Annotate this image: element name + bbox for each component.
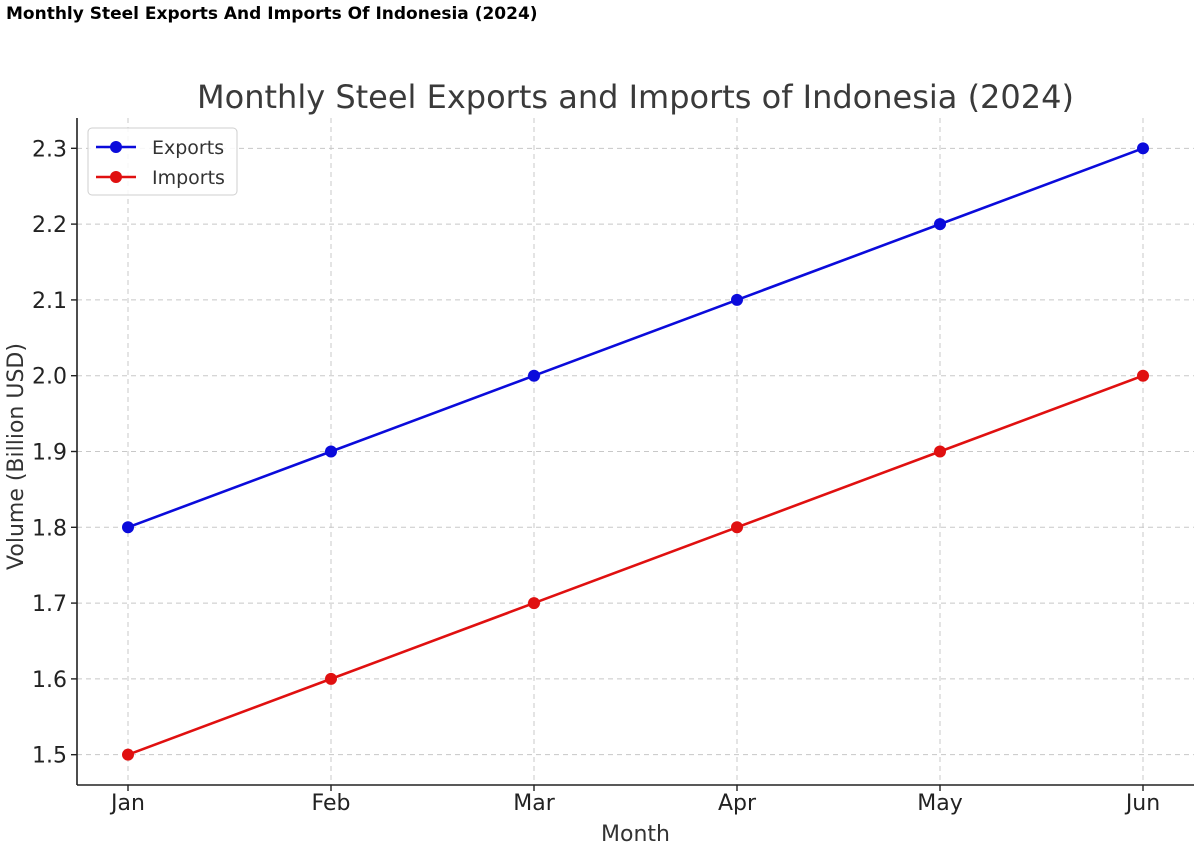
legend-item-imports: Imports bbox=[96, 167, 225, 189]
y-tick-label: 2.1 bbox=[32, 289, 67, 314]
y-axis-title: Volume (Billion USD) bbox=[4, 343, 29, 570]
x-tick-label: Mar bbox=[513, 791, 555, 816]
y-tick-label: 2.3 bbox=[32, 137, 67, 162]
page-heading: Monthly Steel Exports And Imports Of Ind… bbox=[6, 4, 538, 24]
data-point bbox=[325, 445, 337, 458]
chart-title: Monthly Steel Exports and Imports of Ind… bbox=[197, 78, 1074, 116]
x-tick-label: Jun bbox=[1124, 791, 1160, 816]
y-tick-label: 1.7 bbox=[32, 592, 67, 617]
data-point bbox=[934, 445, 946, 458]
data-point bbox=[1137, 142, 1149, 155]
x-tick-label: May bbox=[917, 791, 962, 816]
legend: Exports Imports bbox=[87, 127, 238, 196]
data-point bbox=[122, 521, 134, 534]
x-tick-label: Jan bbox=[109, 791, 145, 816]
y-tick-label: 1.8 bbox=[32, 516, 67, 541]
series-layer bbox=[122, 142, 1149, 761]
data-point bbox=[731, 521, 743, 534]
data-point bbox=[731, 293, 743, 306]
legend-label: Exports bbox=[152, 137, 224, 159]
data-point bbox=[528, 597, 540, 610]
grid-layer bbox=[77, 118, 1194, 785]
legend-marker bbox=[110, 171, 122, 183]
y-tick-label: 1.6 bbox=[32, 668, 67, 693]
x-axis-title: Month bbox=[601, 822, 670, 847]
series-exports bbox=[122, 142, 1149, 534]
data-point bbox=[528, 369, 540, 382]
legend-item-exports: Exports bbox=[96, 137, 224, 159]
legend-marker bbox=[110, 141, 122, 153]
y-tick-label: 2.0 bbox=[32, 365, 67, 390]
legend-label: Imports bbox=[152, 167, 225, 189]
series-imports bbox=[122, 369, 1149, 761]
data-point bbox=[1137, 369, 1149, 382]
ticks-layer: Jan Feb Mar Apr May Jun 1.5 1.6 1.7 1.8 1.9 2.0 2.1 2… bbox=[32, 137, 1160, 816]
series-line bbox=[127, 374, 1144, 756]
x-tick-label: Feb bbox=[312, 791, 351, 816]
data-point bbox=[122, 748, 134, 761]
x-tick-label: Apr bbox=[718, 791, 757, 816]
y-tick-label: 2.2 bbox=[32, 213, 67, 238]
y-tick-label: 1.9 bbox=[32, 441, 67, 466]
data-point bbox=[325, 672, 337, 685]
data-point bbox=[934, 218, 946, 231]
y-tick-label: 1.5 bbox=[32, 744, 67, 769]
series-line bbox=[127, 147, 1144, 529]
